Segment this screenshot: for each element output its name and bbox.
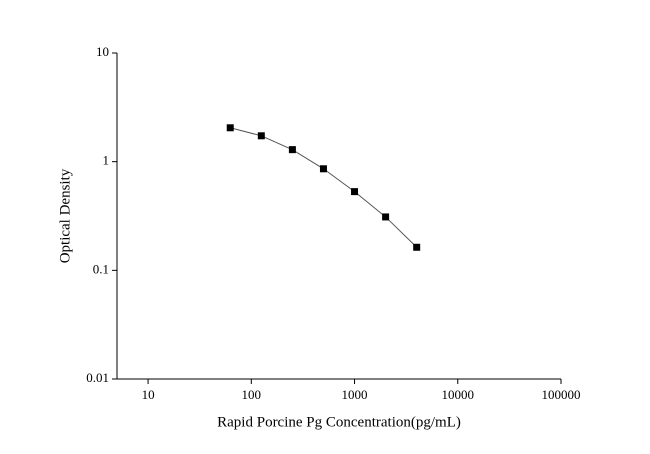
x-tick-label: 10000 — [442, 387, 475, 402]
marker — [288, 146, 296, 154]
y-tick-label: 0.01 — [86, 370, 109, 385]
marker — [382, 213, 390, 221]
marker — [226, 124, 234, 132]
line — [230, 127, 418, 248]
x-tick-label: 1000 — [342, 387, 368, 402]
y-tick-label: 0.1 — [93, 261, 109, 276]
y-axis-title: Optical Density — [57, 168, 73, 263]
marker — [413, 243, 421, 251]
marker — [351, 188, 359, 196]
x-tick-label: 100 — [242, 387, 262, 402]
x-tick-label: 100000 — [542, 387, 581, 402]
marker — [319, 165, 327, 173]
y-tick-label: 1 — [103, 153, 110, 168]
x-tick-label: 10 — [142, 387, 155, 402]
marker — [257, 132, 265, 140]
y-tick-label: 10 — [96, 44, 109, 59]
x-axis-title: Rapid Porcine Pg Concentration(pg/mL) — [217, 414, 461, 430]
